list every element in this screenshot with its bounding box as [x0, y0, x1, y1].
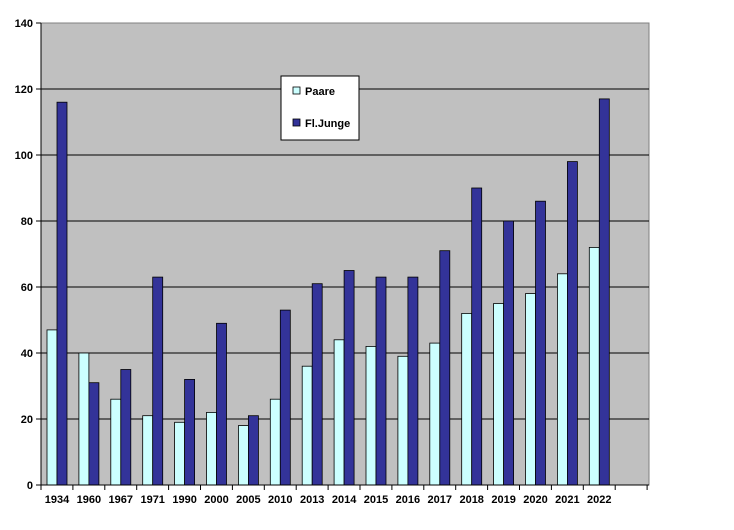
bar-paare-2017 — [429, 342, 441, 486]
x-tick-label: 2013 — [300, 494, 324, 506]
bar-fl-junge-1934 — [56, 101, 68, 486]
bar-paare-2015 — [365, 345, 377, 486]
bar-paare-1990 — [174, 421, 186, 486]
bar-fl-junge-2018 — [471, 187, 483, 486]
bar-paare-2005 — [237, 425, 249, 486]
legend: Paare Fl.Junge — [280, 75, 360, 141]
y-tick-label: 80 — [21, 216, 33, 228]
y-tick-label: 60 — [21, 282, 33, 294]
x-tick-label: 1934 — [45, 494, 70, 506]
x-tick-label: 2018 — [459, 494, 483, 506]
y-tick-label: 0 — [27, 480, 33, 492]
bar-paare-2022 — [588, 246, 600, 486]
x-tick-label: 2022 — [587, 494, 611, 506]
x-tick-label: 2000 — [204, 494, 228, 506]
bar-fl-junge-2010 — [279, 309, 291, 486]
bar-paare-1967 — [110, 398, 122, 486]
x-tick-label: 2017 — [428, 494, 452, 506]
bar-fl-junge-2014 — [343, 270, 355, 486]
y-tick-label: 100 — [15, 150, 33, 162]
bar-paare-2018 — [461, 312, 473, 486]
x-tick-label: 2020 — [523, 494, 547, 506]
bar-paare-2014 — [333, 339, 345, 486]
axes: 0 20 40 60 80 100 120 140 1934 1960 1967 1971 1990 20… — [15, 18, 649, 506]
legend-swatch-paare — [292, 86, 301, 95]
x-tick-label: 2015 — [364, 494, 388, 506]
y-tick-label: 40 — [21, 348, 33, 360]
bar-fl-junge-1967 — [120, 369, 132, 486]
x-tick-label: 2014 — [332, 494, 357, 506]
bar-fl-junge-2016 — [407, 276, 419, 486]
bar-paare-2016 — [397, 355, 409, 486]
bar-fl-junge-2015 — [375, 276, 387, 486]
bar-paare-2000 — [206, 411, 217, 486]
x-tick-label: 2005 — [236, 494, 260, 506]
bar-fl-junge-2017 — [439, 250, 451, 486]
bar-fl-junge-2019 — [503, 220, 515, 486]
x-tick-label: 1967 — [109, 494, 133, 506]
x-tick-label: 2019 — [491, 494, 515, 506]
bar-paare-1934 — [46, 329, 58, 486]
x-tick-label: 2016 — [396, 494, 420, 506]
bar-paare-2013 — [301, 365, 313, 486]
bar-fl-junge-2021 — [567, 161, 578, 486]
bar-fl-junge-2013 — [311, 283, 323, 486]
legend-label-paare: Paare — [305, 86, 335, 98]
x-tick-label: 1990 — [172, 494, 196, 506]
x-tick-label: 1971 — [140, 494, 164, 506]
bar-fl-junge-2020 — [535, 200, 546, 486]
bar-paare-1971 — [142, 415, 154, 486]
bar-paare-2019 — [493, 303, 505, 486]
y-tick-label: 120 — [15, 84, 33, 96]
bar-fl-junge-1971 — [152, 276, 164, 486]
bar-fl-junge-1990 — [184, 378, 196, 486]
y-tick-label: 140 — [15, 18, 33, 30]
bar-paare-2010 — [269, 398, 281, 486]
bars — [46, 98, 610, 486]
bar-paare-2020 — [525, 293, 536, 486]
x-tick-label: 2021 — [555, 494, 579, 506]
bar-fl-junge-2005 — [247, 415, 259, 486]
legend-label-fl-junge: Fl.Junge — [305, 118, 350, 130]
bar-fl-junge-1960 — [88, 382, 100, 486]
bar-paare-1960 — [78, 352, 90, 486]
x-tick-label: 2010 — [268, 494, 292, 506]
bar-paare-2021 — [557, 273, 568, 486]
bar-fl-junge-2000 — [216, 322, 227, 486]
legend-swatch-fl-junge — [292, 118, 301, 127]
bar-fl-junge-2022 — [598, 98, 610, 486]
x-tick-label: 1960 — [77, 494, 101, 506]
y-tick-label: 20 — [21, 414, 33, 426]
